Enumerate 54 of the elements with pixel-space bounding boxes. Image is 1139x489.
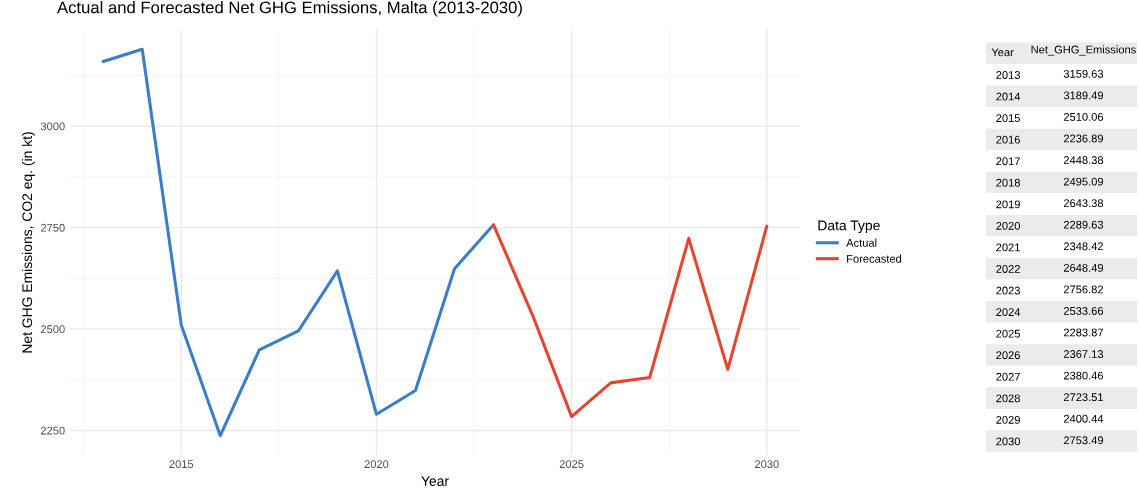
y-tick-label: 2029 [996,415,1020,424]
y-tick-label: 2018 [996,178,1020,187]
y-tick-label: 2500 [40,325,65,334]
y-tick-label: 2013 [996,71,1020,79]
y-tick-label: 2030 [996,437,1021,446]
x-tick-label: Net_GHG_Emissions [1031,45,1136,56]
x-tick-label: 2020 [364,460,389,469]
y-tick-label: 2014 [996,92,1021,101]
y-tick-label: 2026 [996,351,1020,360]
data-label: 3189.49 [1063,91,1104,100]
data-label: 2400.44 [1063,414,1104,423]
y-tick-label: 2250 [40,426,65,435]
data-label: 2643.38 [1063,199,1104,208]
data-label: 2756.82 [1063,285,1103,294]
data-label: 2448.38 [1063,156,1104,164]
y-tick-label: 2019 [996,200,1020,209]
data-label: 2753.49 [1063,436,1104,445]
x-axis-title: Year [421,476,449,486]
x-tick-label: 2015 [169,460,194,469]
data-label: 2289.63 [1063,220,1104,229]
data-label: 2348.42 [1063,242,1103,251]
y-tick-label: 2015 [996,114,1020,123]
data-label: 2380.46 [1063,371,1104,380]
y-tick-label: 2017 [996,157,1020,166]
y-tick-label: 2025 [996,329,1020,338]
legend-label: Actual [846,238,877,247]
data-label: 2510.06 [1063,113,1104,121]
data-label: 2648.49 [1063,263,1104,272]
line-series [492,223,769,419]
text: Year [991,48,1014,57]
y-tick-label: 2016 [996,135,1020,144]
y-tick-label: 2022 [996,265,1020,273]
x-tick-label: 2025 [559,460,584,469]
line-series [101,47,496,438]
data-label: 3159.63 [1063,69,1104,78]
y-tick-label: 2023 [996,286,1020,295]
legend-title: Data Type [818,220,880,234]
y-tick-label: 2021 [996,243,1020,252]
data-label: 2495.09 [1063,177,1104,186]
data-label: 2723.51 [1063,393,1103,402]
y-axis-title: Net GHG Emissions, CO2 eq. (in kt) [21,132,35,353]
data-label: 2236.89 [1063,134,1104,143]
chart-title: Actual and Forecasted Net GHG Emissions, Malta (2013-2030) [57,1,522,17]
x-tick-label: 2030 [755,460,779,469]
y-tick-label: 3000 [40,122,65,131]
y-tick-label: 2750 [40,223,65,232]
data-label: 2367.13 [1063,350,1104,358]
data-label: 2533.66 [1063,307,1104,315]
y-tick-label: 2028 [996,394,1020,403]
legend-label: Forecasted [847,254,902,263]
y-tick-label: 2020 [996,221,1021,230]
y-tick-label: 2024 [996,308,1021,317]
y-tick-label: 2027 [996,372,1020,381]
data-label: 2283.87 [1063,328,1103,337]
